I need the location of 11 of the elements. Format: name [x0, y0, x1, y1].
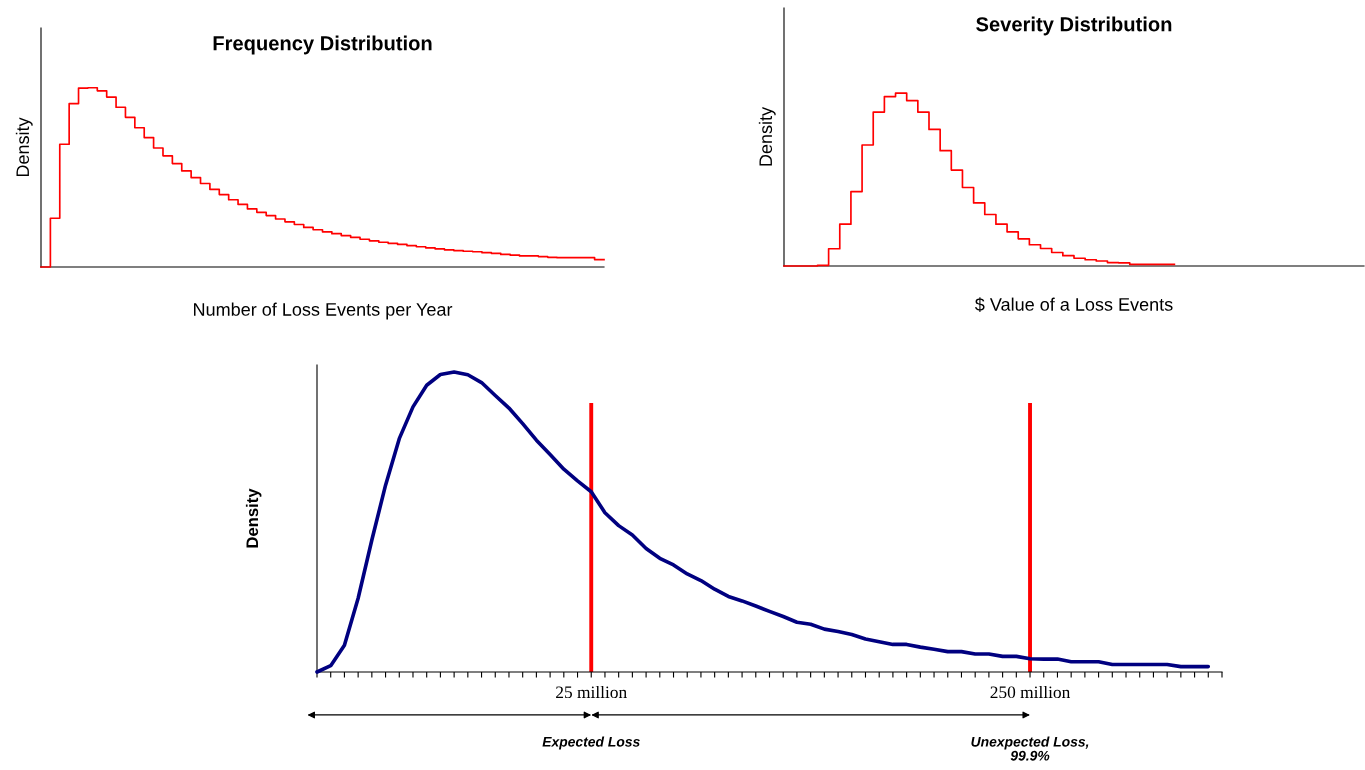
chart-title: Frequency Distribution [213, 35, 432, 55]
text: Unexpected Loss, 99.9% [971, 736, 1089, 761]
y-axis-title: Density [245, 488, 262, 548]
x-axis-title: Number of Loss Events per Year [194, 302, 453, 320]
y-axis-title: Density [758, 106, 776, 166]
chart-title: Severity Distribution [976, 16, 1172, 36]
text: Expected Loss [542, 736, 640, 750]
y-axis-title: Density [15, 117, 33, 177]
x-axis-title: $ Value of a Loss Events [975, 297, 1173, 312]
x-tick-label: 25 million [556, 685, 627, 699]
x-tick-label: 250 million [990, 685, 1071, 699]
